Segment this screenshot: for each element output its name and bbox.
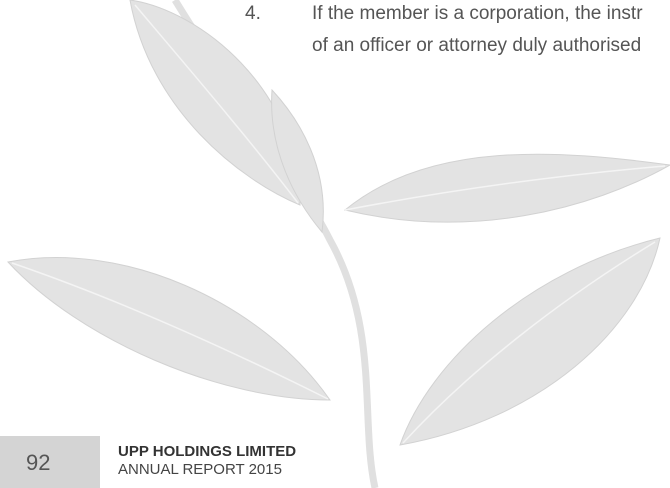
item-text: of an officer or attorney duly authorise… (312, 35, 642, 56)
item-text: If the member is a corporation, the inst… (312, 3, 643, 24)
company-name: UPP HOLDINGS LIMITED (118, 443, 297, 460)
page-number-box (0, 436, 100, 488)
item-number: 4. (245, 3, 261, 24)
report-title: ANNUAL REPORT 2015 (118, 461, 282, 478)
page-number: 92 (26, 450, 51, 475)
